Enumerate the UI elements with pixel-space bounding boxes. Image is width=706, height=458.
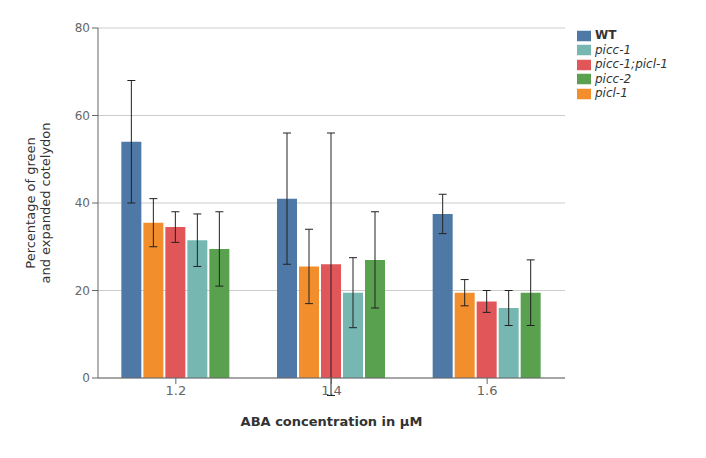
- svg-text:1.6: 1.6: [477, 383, 498, 398]
- html-text:WT: WT: [595, 28, 617, 42]
- svg-text:80: 80: [75, 21, 90, 35]
- svg-text:0: 0: [82, 371, 90, 385]
- html-text:picc-1;picl-1: picc-1;picl-1: [595, 57, 668, 71]
- svg-text:60: 60: [75, 109, 90, 123]
- html-text:picc-2: picc-2: [595, 71, 632, 86]
- svg-text:40: 40: [75, 196, 90, 210]
- html-text:picc-1: picc-1: [595, 42, 632, 57]
- svg-text:ABA concentration in μM: ABA concentration in μM: [241, 414, 423, 429]
- svg-text:1.4: 1.4: [321, 383, 342, 398]
- svg-text:1.2: 1.2: [165, 383, 186, 398]
- html-text:picl-1: picl-1: [595, 86, 628, 100]
- svg-text:20: 20: [75, 284, 90, 298]
- svg-text:Percentage of greenand expande: Percentage of greenand expanded cotelydo…: [23, 122, 53, 283]
